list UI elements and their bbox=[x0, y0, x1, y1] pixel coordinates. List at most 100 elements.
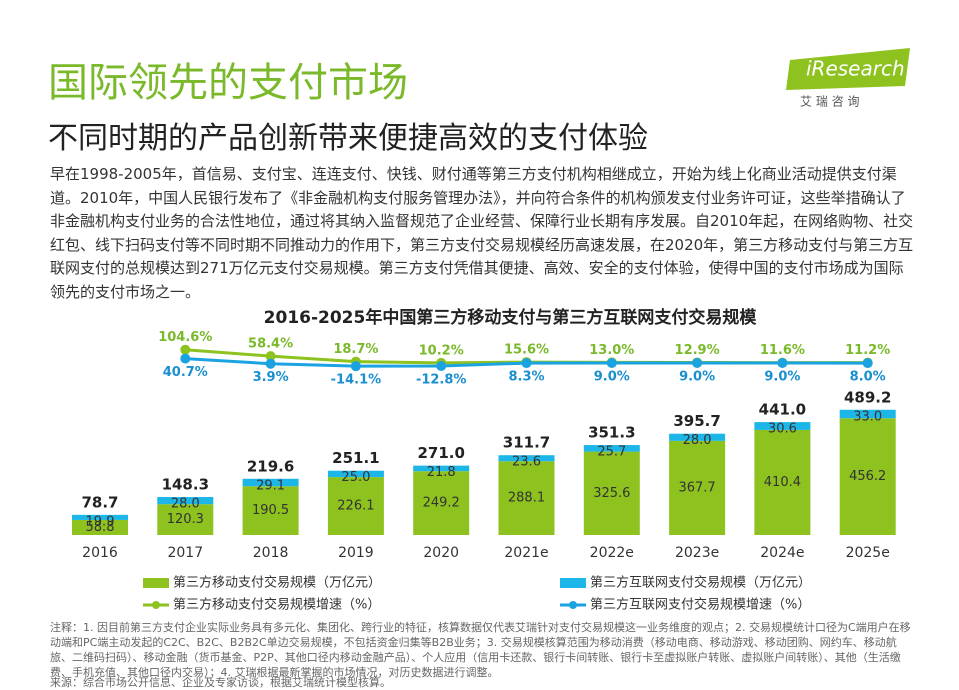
line-label: -12.8% bbox=[416, 373, 467, 388]
line-label: 9.0% bbox=[594, 369, 630, 384]
bar bbox=[72, 519, 128, 535]
line-label: 9.0% bbox=[764, 369, 800, 384]
bar bbox=[754, 422, 811, 430]
legend-swatch bbox=[569, 601, 577, 609]
bar bbox=[839, 418, 896, 535]
bar bbox=[413, 471, 470, 535]
bar-label: 28.0 bbox=[171, 497, 200, 512]
line-point bbox=[692, 357, 703, 368]
total-label: 489.2 bbox=[844, 388, 891, 406]
x-tick-label: 2020 bbox=[423, 545, 459, 561]
total-label: 251.1 bbox=[332, 449, 379, 467]
bar bbox=[327, 477, 384, 535]
bar-label: 410.4 bbox=[764, 475, 801, 490]
bar bbox=[754, 429, 811, 535]
bar bbox=[839, 409, 896, 419]
legend-swatch bbox=[152, 601, 160, 609]
line-label: 11.6% bbox=[760, 343, 805, 358]
line-label: 40.7% bbox=[163, 365, 208, 380]
bar bbox=[498, 461, 555, 535]
x-tick-label: 2025e bbox=[846, 545, 890, 561]
legend-swatch bbox=[143, 578, 169, 588]
logo-name: 艾 瑞 咨 询 bbox=[800, 94, 859, 109]
total-label: 395.7 bbox=[673, 412, 720, 430]
bar-label: 25.0 bbox=[341, 470, 370, 485]
line-point bbox=[606, 357, 617, 368]
line-label: 104.6% bbox=[158, 330, 212, 345]
line-point bbox=[180, 353, 191, 364]
bar bbox=[327, 470, 384, 478]
total-label: 441.0 bbox=[759, 401, 806, 419]
bar-label: 288.1 bbox=[508, 491, 545, 506]
line-label: 9.0% bbox=[679, 369, 715, 384]
legend-label: 第三方互联网支付交易规模增速（%） bbox=[590, 597, 810, 613]
line-label: 3.9% bbox=[253, 370, 289, 385]
bar-label: 58.8 bbox=[86, 520, 115, 535]
total-label: 219.6 bbox=[247, 457, 294, 475]
bar-label: 120.3 bbox=[167, 512, 204, 527]
bar bbox=[413, 465, 470, 472]
line-point bbox=[521, 358, 532, 369]
logo-shape bbox=[786, 48, 910, 90]
notes: 注释：1. 因目前第三方支付企业实际业务具有多元化、集团化、跨行业的特征，核算数… bbox=[50, 621, 911, 679]
source: 来源：综合市场公开信息、企业及专家访谈，根据艾瑞统计模型核算。 bbox=[50, 676, 391, 689]
x-tick-label: 2022e bbox=[590, 545, 634, 561]
bar-label: 325.6 bbox=[593, 486, 630, 501]
line-label: 11.2% bbox=[845, 343, 890, 358]
x-tick-label: 2019 bbox=[338, 545, 374, 561]
legend-label: 第三方移动支付交易规模（万亿元） bbox=[173, 575, 381, 591]
line-label: 13.0% bbox=[589, 343, 634, 358]
bar-label: 367.7 bbox=[678, 480, 715, 495]
legend-swatch bbox=[560, 578, 586, 588]
paragraph: 早在1998-2005年，首信易、支付宝、连连支付、快钱、财付通等第三方支付机构… bbox=[50, 165, 914, 301]
legend-label: 第三方互联网支付交易规模（万亿元） bbox=[590, 575, 811, 591]
x-tick-label: 2024e bbox=[760, 545, 804, 561]
bar bbox=[157, 504, 214, 535]
line-label: 15.6% bbox=[504, 343, 549, 358]
legend-label: 第三方移动支付交易规模增速（%） bbox=[173, 597, 380, 613]
bar-label: 23.6 bbox=[512, 455, 541, 470]
x-tick-label: 2023e bbox=[675, 545, 719, 561]
bar bbox=[669, 440, 726, 535]
x-tick-label: 2016 bbox=[82, 545, 118, 561]
bar-label: 226.1 bbox=[337, 499, 374, 514]
line-label: -14.1% bbox=[331, 373, 382, 388]
line-label: 10.2% bbox=[419, 343, 464, 358]
bar-label: 249.2 bbox=[423, 496, 460, 511]
line-point bbox=[350, 361, 361, 372]
total-label: 148.3 bbox=[162, 476, 209, 494]
bar-label: 33.0 bbox=[853, 409, 882, 424]
bar-label: 190.5 bbox=[252, 503, 289, 518]
line-point bbox=[436, 361, 447, 372]
bar-label: 30.6 bbox=[768, 422, 797, 437]
bar-label: 456.2 bbox=[849, 469, 886, 484]
line-point bbox=[180, 344, 191, 355]
bar-label: 25.7 bbox=[597, 445, 626, 460]
x-tick-label: 2021e bbox=[504, 545, 548, 561]
bar bbox=[72, 514, 128, 520]
line-label: 8.0% bbox=[850, 370, 886, 385]
line-label: 8.3% bbox=[508, 370, 544, 385]
bar bbox=[583, 451, 640, 535]
line-point bbox=[777, 357, 788, 368]
bar bbox=[242, 486, 299, 535]
line-label: 12.9% bbox=[675, 343, 720, 358]
line-label: 18.7% bbox=[333, 342, 378, 357]
line-point bbox=[265, 358, 276, 369]
line-point bbox=[862, 358, 873, 369]
bar bbox=[242, 478, 299, 487]
subtitle: 不同时期的产品创新带来便捷高效的支付体验 bbox=[48, 121, 648, 156]
bar bbox=[583, 445, 640, 452]
title: 国际领先的支付市场 bbox=[48, 60, 408, 106]
x-tick-label: 2017 bbox=[167, 545, 203, 561]
bar bbox=[669, 433, 726, 441]
total-label: 311.7 bbox=[503, 434, 550, 452]
chart-title: 2016-2025年中国第三方移动支付与第三方互联网支付交易规模 bbox=[264, 307, 758, 328]
bar-label: 19.9 bbox=[86, 514, 115, 529]
line-point bbox=[265, 351, 276, 362]
logo-brand: iResearch bbox=[806, 57, 905, 81]
line-label: 58.4% bbox=[248, 337, 293, 352]
total-label: 351.3 bbox=[588, 424, 635, 442]
